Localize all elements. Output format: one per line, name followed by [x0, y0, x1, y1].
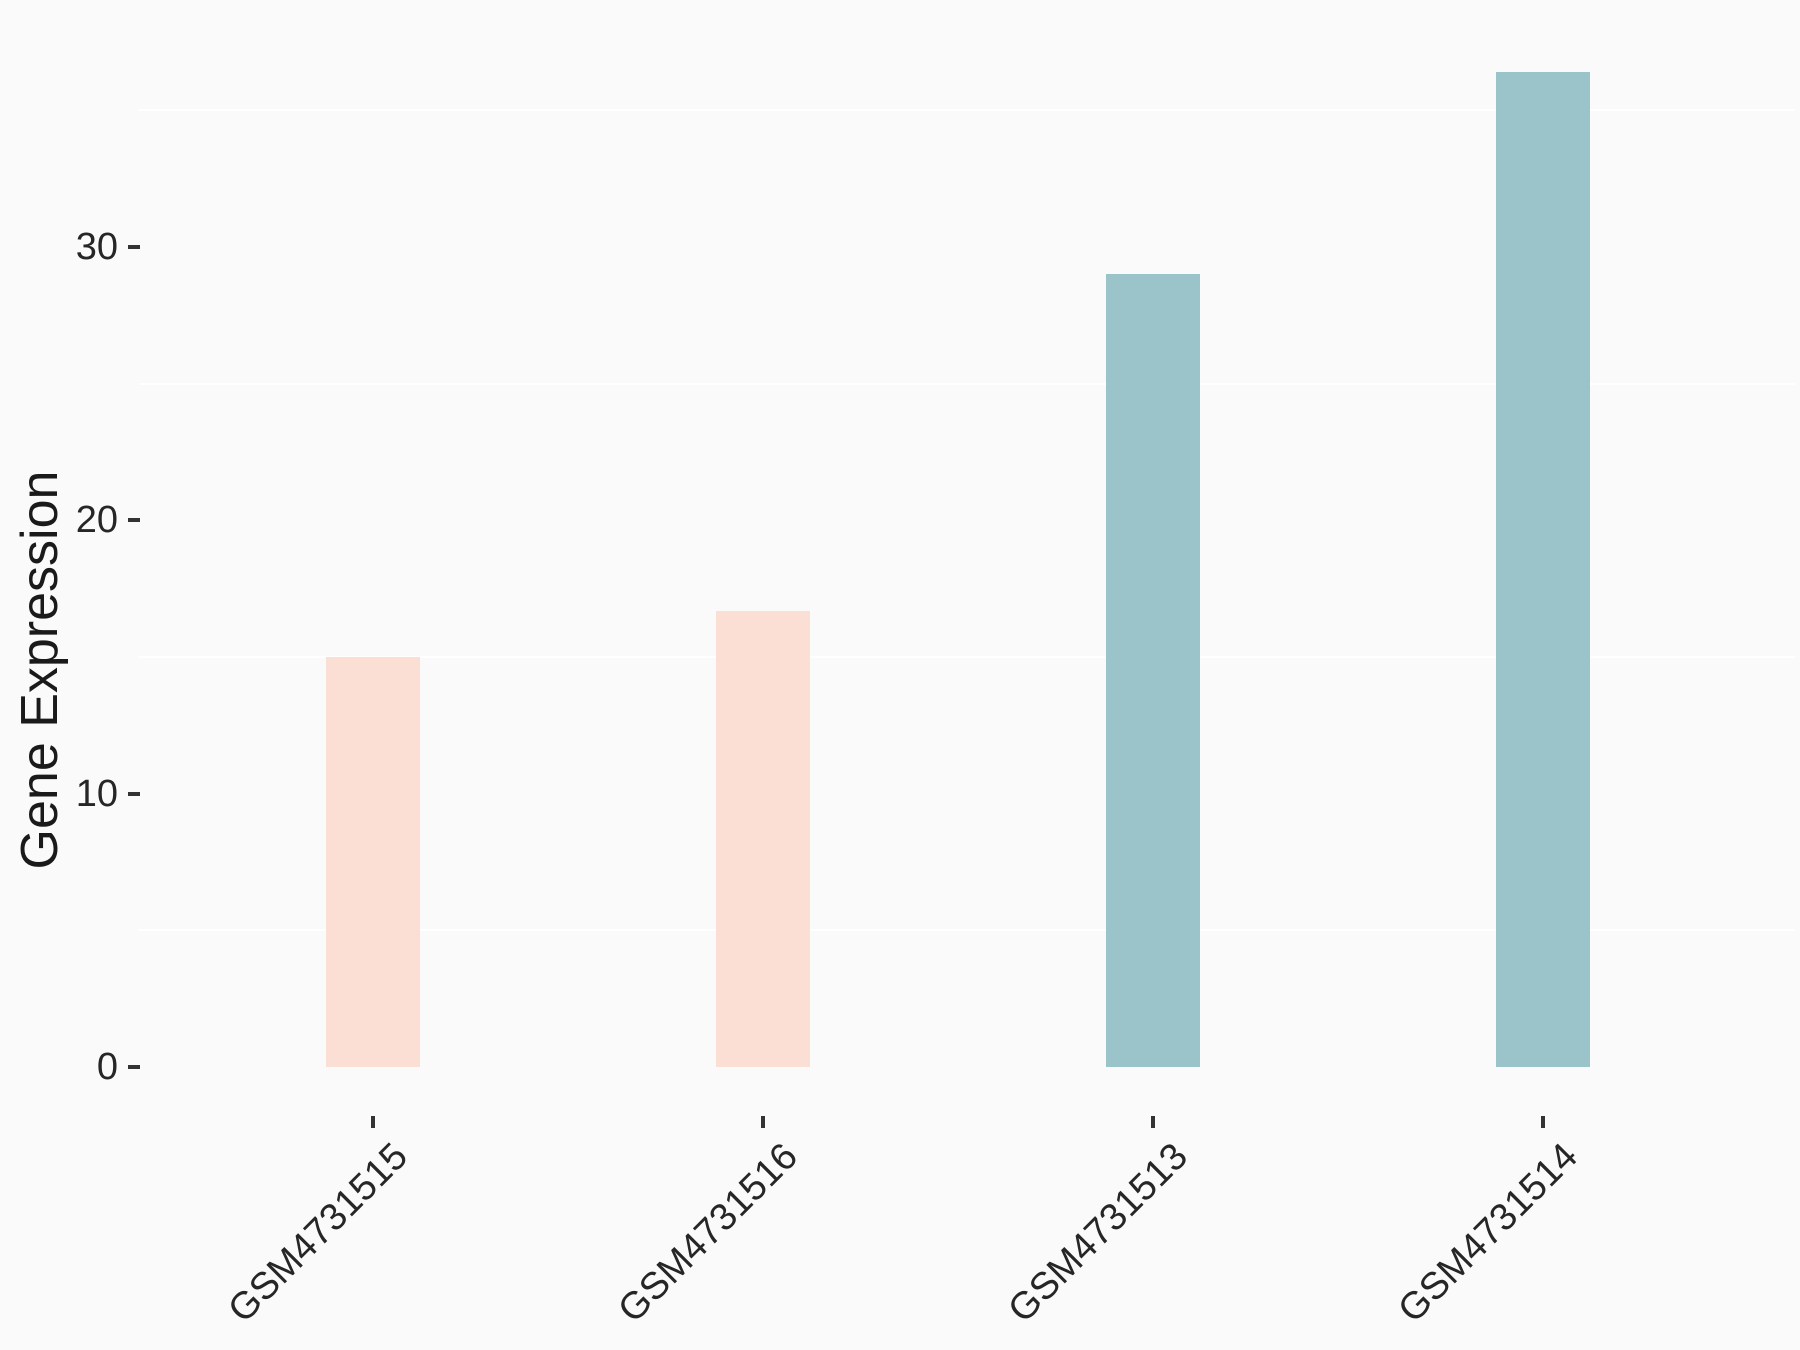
x-axis-tick-label: GSM4731513 [1000, 1135, 1196, 1331]
x-axis-tick-label: GSM4731516 [610, 1135, 806, 1331]
x-axis-tick [371, 1116, 375, 1128]
y-axis-title: Gene Expression [11, 470, 69, 870]
x-axis-tick-label: GSM4731514 [1390, 1135, 1586, 1331]
x-axis-tick [761, 1116, 765, 1128]
gridline-minor [139, 109, 1795, 112]
y-axis-tick [128, 791, 140, 796]
y-axis-tick-label: 10 [75, 772, 118, 815]
bar-GSM4731516 [716, 611, 810, 1067]
bar-GSM4731515 [326, 657, 420, 1067]
y-axis-tick-label: 0 [96, 1046, 118, 1088]
y-axis-tick [128, 1065, 140, 1069]
y-axis-tick [128, 518, 140, 523]
x-axis-tick [1151, 1116, 1155, 1128]
gridline-minor [139, 656, 1795, 659]
gridline-minor [139, 382, 1795, 385]
y-axis-tick-label: 30 [75, 226, 118, 269]
bar-GSM4731514 [1496, 72, 1590, 1067]
y-axis-tick [128, 245, 140, 250]
x-axis-tick-label: GSM4731515 [220, 1135, 416, 1331]
y-axis-tick-label: 20 [75, 499, 118, 542]
x-axis-tick [1541, 1116, 1545, 1128]
gridline-minor [139, 929, 1795, 932]
bar-GSM4731513 [1106, 274, 1200, 1067]
